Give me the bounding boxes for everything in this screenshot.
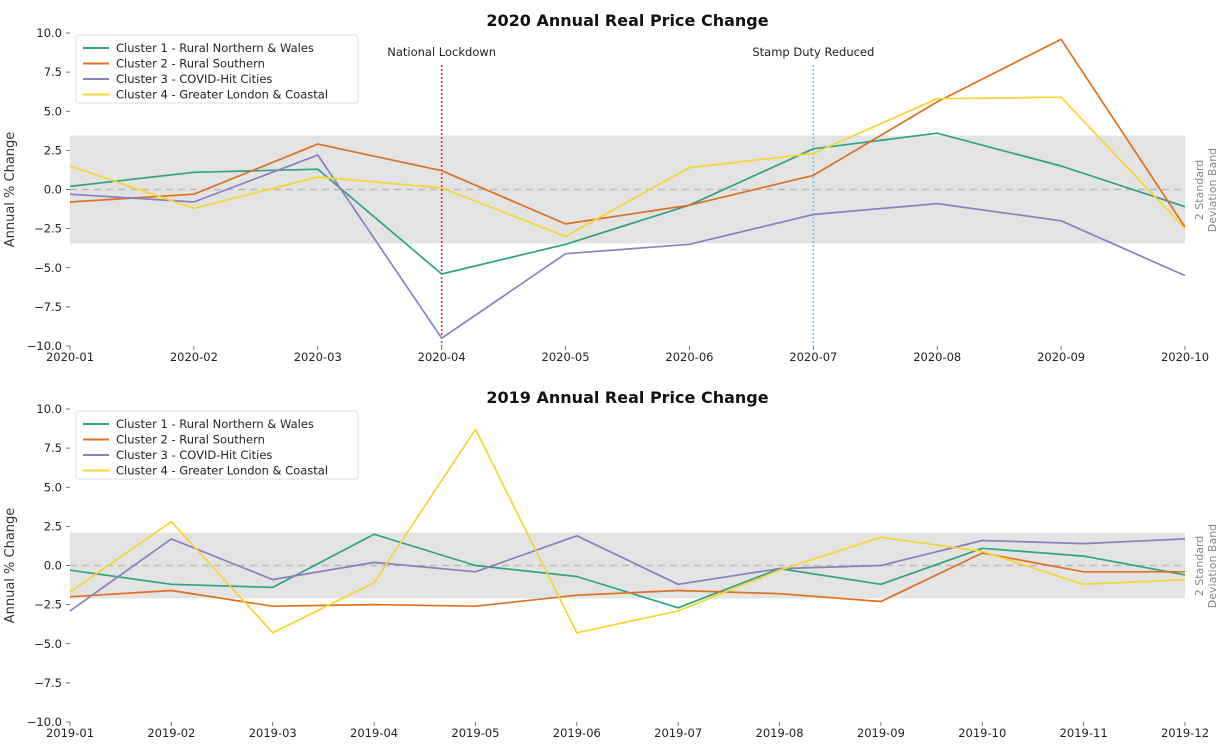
y-tick-label: 0.0 — [44, 559, 62, 573]
legend-entry: Cluster 2 - Rural Southern — [116, 57, 265, 71]
x-tick-label: 2020-01 — [46, 350, 94, 364]
x-tick-label: 2020-05 — [542, 350, 590, 364]
chart-title: 2019 Annual Real Price Change — [486, 388, 768, 407]
y-tick-label: 2.5 — [44, 143, 62, 157]
y-tick-label: 7.5 — [44, 441, 62, 455]
legend-entry: Cluster 2 - Rural Southern — [116, 433, 265, 447]
legend: Cluster 1 - Rural Northern & Wales Cluste… — [76, 35, 358, 103]
x-tick-label: 2019-07 — [654, 726, 702, 740]
y-tick-label: 7.5 — [44, 65, 62, 79]
y-tick-label: −2.5 — [34, 598, 62, 612]
x-tick-label: 2019-12 — [1161, 726, 1209, 740]
y-tick-label: 2.5 — [44, 519, 62, 533]
x-tick-label: 2020-06 — [665, 350, 713, 364]
panel-2019: −10.0−7.5−5.0−2.50.02.55.07.510.02019-01… — [3, 388, 1219, 740]
legend-entry: Cluster 3 - COVID-Hit Cities — [116, 448, 272, 462]
legend-entry: Cluster 1 - Rural Northern & Wales — [116, 41, 314, 55]
x-tick-label: 2019-10 — [958, 726, 1006, 740]
x-tick-label: 2019-11 — [1060, 726, 1108, 740]
band-label-line1: 2 Standard — [1193, 160, 1206, 221]
y-axis-label: Annual % Change — [3, 132, 18, 248]
chart-title: 2020 Annual Real Price Change — [486, 11, 768, 30]
event-label: National Lockdown — [387, 45, 496, 59]
x-tick-label: 2019-08 — [756, 726, 804, 740]
legend-entry: Cluster 4 - Greater London & Coastal — [116, 464, 328, 478]
x-tick-label: 2019-02 — [147, 726, 195, 740]
y-axis-label: Annual % Change — [3, 508, 18, 624]
x-tick-label: 2020-03 — [294, 350, 342, 364]
band-label-line2: Deviation Band — [1206, 524, 1219, 608]
band-label-line1: 2 Standard — [1193, 536, 1206, 597]
x-tick-label: 2019-01 — [46, 726, 94, 740]
event-label: Stamp Duty Reduced — [752, 45, 874, 59]
x-tick-label: 2019-04 — [350, 726, 398, 740]
x-tick-label: 2019-05 — [451, 726, 499, 740]
legend: Cluster 1 - Rural Northern & Wales Cluste… — [76, 411, 358, 479]
x-tick-label: 2020-09 — [1037, 350, 1085, 364]
x-tick-label: 2020-04 — [418, 350, 466, 364]
legend-entry: Cluster 4 - Greater London & Coastal — [116, 88, 328, 102]
y-tick-label: −5.0 — [34, 637, 62, 651]
band-label-line2: Deviation Band — [1206, 148, 1219, 232]
y-tick-label: 10.0 — [36, 402, 62, 416]
x-tick-label: 2019-03 — [249, 726, 297, 740]
x-tick-label: 2020-10 — [1161, 350, 1209, 364]
legend-entry: Cluster 1 - Rural Northern & Wales — [116, 417, 314, 431]
y-tick-label: −5.0 — [34, 261, 62, 275]
x-tick-label: 2020-02 — [170, 350, 218, 364]
y-tick-label: 0.0 — [44, 183, 62, 197]
x-tick-label: 2019-09 — [857, 726, 905, 740]
y-tick-label: 5.0 — [44, 480, 62, 494]
x-tick-label: 2020-08 — [913, 350, 961, 364]
x-tick-label: 2020-07 — [789, 350, 837, 364]
y-tick-label: −7.5 — [34, 676, 62, 690]
x-tick-label: 2019-06 — [553, 726, 601, 740]
legend-entry: Cluster 3 - COVID-Hit Cities — [116, 72, 272, 86]
y-tick-label: −7.5 — [34, 300, 62, 314]
y-tick-label: 5.0 — [44, 104, 62, 118]
y-tick-label: −2.5 — [34, 222, 62, 236]
y-tick-label: 10.0 — [36, 26, 62, 40]
